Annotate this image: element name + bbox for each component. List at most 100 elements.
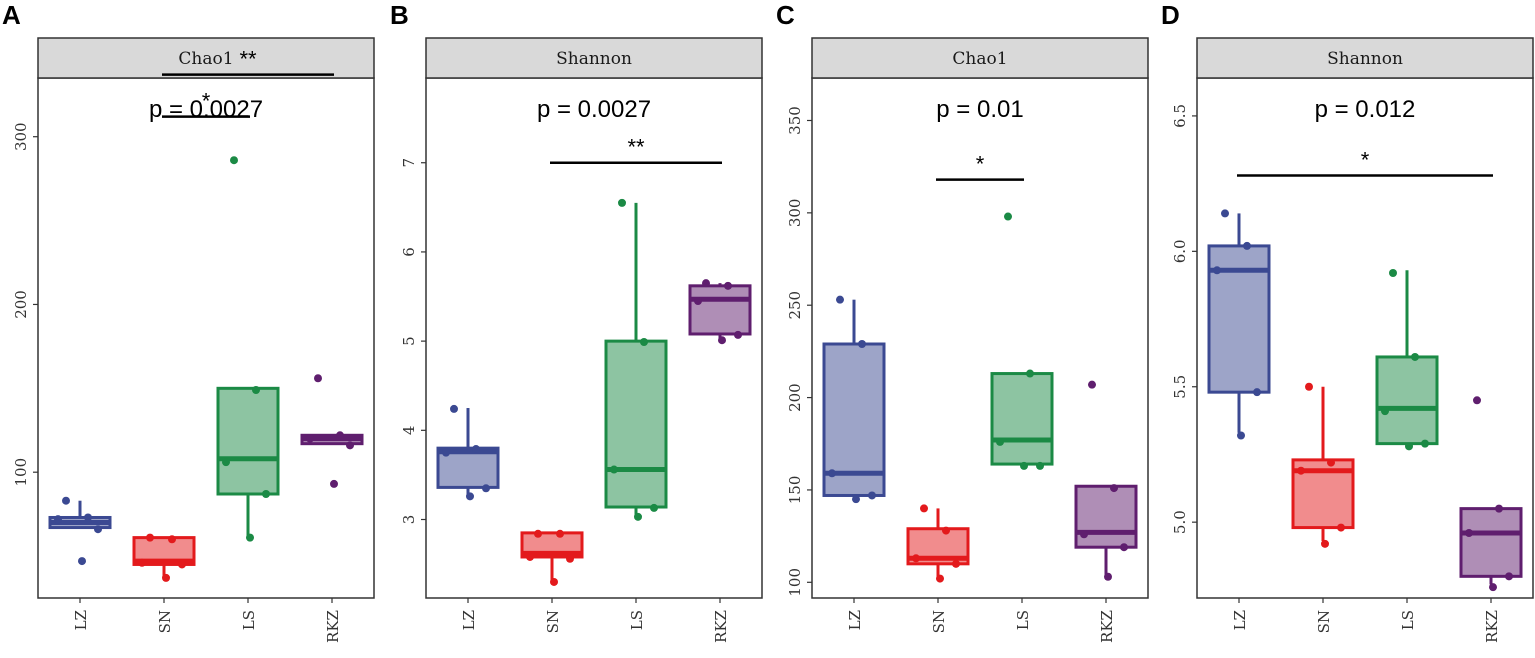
data-point-lz (1243, 241, 1251, 250)
data-point-ls (618, 198, 626, 207)
box-ls (1375, 270, 1439, 446)
data-point-sn (1305, 382, 1313, 391)
x-tick-label-ls: LS (240, 610, 258, 630)
box-ls (216, 386, 280, 536)
significance-label: * (1361, 148, 1370, 173)
data-point-lz (482, 484, 490, 493)
data-point-lz (442, 448, 450, 457)
data-point-lz (1221, 209, 1229, 218)
x-tick-label-rkz: RKZ (324, 610, 342, 643)
x-tick-label-sn: SN (930, 610, 948, 633)
data-point-lz (62, 496, 70, 505)
data-point-sn (1327, 458, 1335, 467)
x-tick-label-lz: LZ (460, 610, 478, 630)
panel-b: B Shannon 3 4 5 6 7 LZ SN LS RKZ p = 0.0027 ** (390, 0, 763, 643)
data-point-rkz (306, 434, 314, 443)
data-point-lz (450, 404, 458, 413)
x-tick-label-sn: SN (1315, 610, 1333, 633)
data-point-rkz (718, 336, 726, 345)
data-point-ls (1389, 269, 1397, 277)
box-ls (604, 202, 668, 516)
data-point-ls (252, 386, 260, 394)
panel-letter: B (390, 0, 409, 30)
y-tick-label: 100 (12, 458, 30, 487)
facet-title: Shannon (556, 49, 632, 69)
data-point-ls (1036, 461, 1044, 470)
plot-area (37, 77, 375, 599)
data-point-lz (828, 469, 836, 478)
x-tick-label-lz: LZ (72, 610, 90, 630)
data-point-lz (54, 515, 62, 524)
y-tick-label: 100 (786, 568, 804, 597)
box-body (604, 339, 668, 509)
panel-c: C Chao1 100 150 200 250 300 350 LZ SN LS RKZ p = 0.0… (776, 0, 1149, 643)
data-point-ls (1004, 212, 1012, 221)
data-point-lz (858, 340, 866, 349)
data-point-ls (996, 437, 1004, 446)
data-point-sn (178, 560, 186, 569)
data-point-rkz (1465, 529, 1473, 537)
data-point-rkz (1473, 396, 1481, 405)
x-tick-label-ls: LS (628, 610, 646, 630)
data-point-sn (1321, 539, 1329, 548)
box-body (216, 386, 280, 496)
data-point-ls (1381, 407, 1389, 416)
data-point-ls (610, 465, 618, 474)
y-tick-label: 4 (400, 426, 418, 436)
panel-letter: D (1161, 0, 1180, 30)
data-point-rkz (314, 374, 322, 383)
y-tick-label: 6.5 (1171, 104, 1189, 128)
box-body (1459, 507, 1523, 578)
data-point-ls (1421, 439, 1429, 448)
data-point-ls (634, 512, 642, 521)
significance-label: * (976, 152, 985, 177)
data-point-rkz (1088, 380, 1096, 389)
p-value-label: p = 0.012 (1315, 96, 1416, 123)
data-point-rkz (724, 281, 732, 290)
plot-area (425, 77, 763, 599)
data-point-sn (920, 504, 928, 513)
data-point-lz (1237, 431, 1245, 440)
data-point-sn (566, 554, 574, 563)
data-point-ls (650, 503, 658, 512)
significance-label: ** (627, 135, 645, 160)
data-point-sn (162, 573, 170, 582)
data-point-ls (1026, 369, 1034, 378)
data-point-lz (836, 295, 844, 304)
y-tick-label: 6 (400, 247, 418, 257)
data-point-rkz (1505, 572, 1513, 581)
p-value-label: p = 0.0027 (537, 96, 651, 123)
box-body (1375, 355, 1439, 446)
facet-title: Shannon (1327, 49, 1403, 69)
data-point-rkz (1104, 572, 1112, 581)
x-tick-label-rkz: RKZ (1098, 610, 1116, 643)
significance-label: ** (239, 47, 257, 72)
data-point-ls (230, 156, 238, 165)
facet-strip (425, 37, 763, 79)
data-point-sn (138, 558, 146, 567)
y-tick-label: 5.5 (1171, 375, 1189, 399)
box-body (436, 446, 500, 489)
data-point-ls (1411, 352, 1419, 361)
panel-d: D Shannon 5.0 5.5 6.0 6.5 LZ SN LS RKZ p = 0.012 * (1161, 0, 1534, 643)
y-tick-label: 350 (786, 106, 804, 135)
x-tick-label-rkz: RKZ (1483, 610, 1501, 643)
panel-letter: C (776, 0, 795, 30)
data-point-rkz (734, 330, 742, 339)
y-tick-label: 250 (786, 291, 804, 320)
data-point-rkz (694, 296, 702, 305)
data-point-sn (168, 535, 176, 544)
x-tick-label-ls: LS (1014, 610, 1032, 630)
data-point-sn (912, 554, 920, 563)
data-point-lz (84, 513, 92, 522)
box-sn (520, 531, 584, 581)
y-tick-label: 200 (786, 383, 804, 412)
data-point-rkz (1120, 543, 1128, 552)
facet-title: Chao1 (952, 49, 1007, 69)
data-point-sn (550, 577, 558, 586)
facet-strip (37, 37, 375, 79)
y-tick-label: 3 (400, 515, 418, 525)
data-point-sn (1337, 523, 1345, 532)
